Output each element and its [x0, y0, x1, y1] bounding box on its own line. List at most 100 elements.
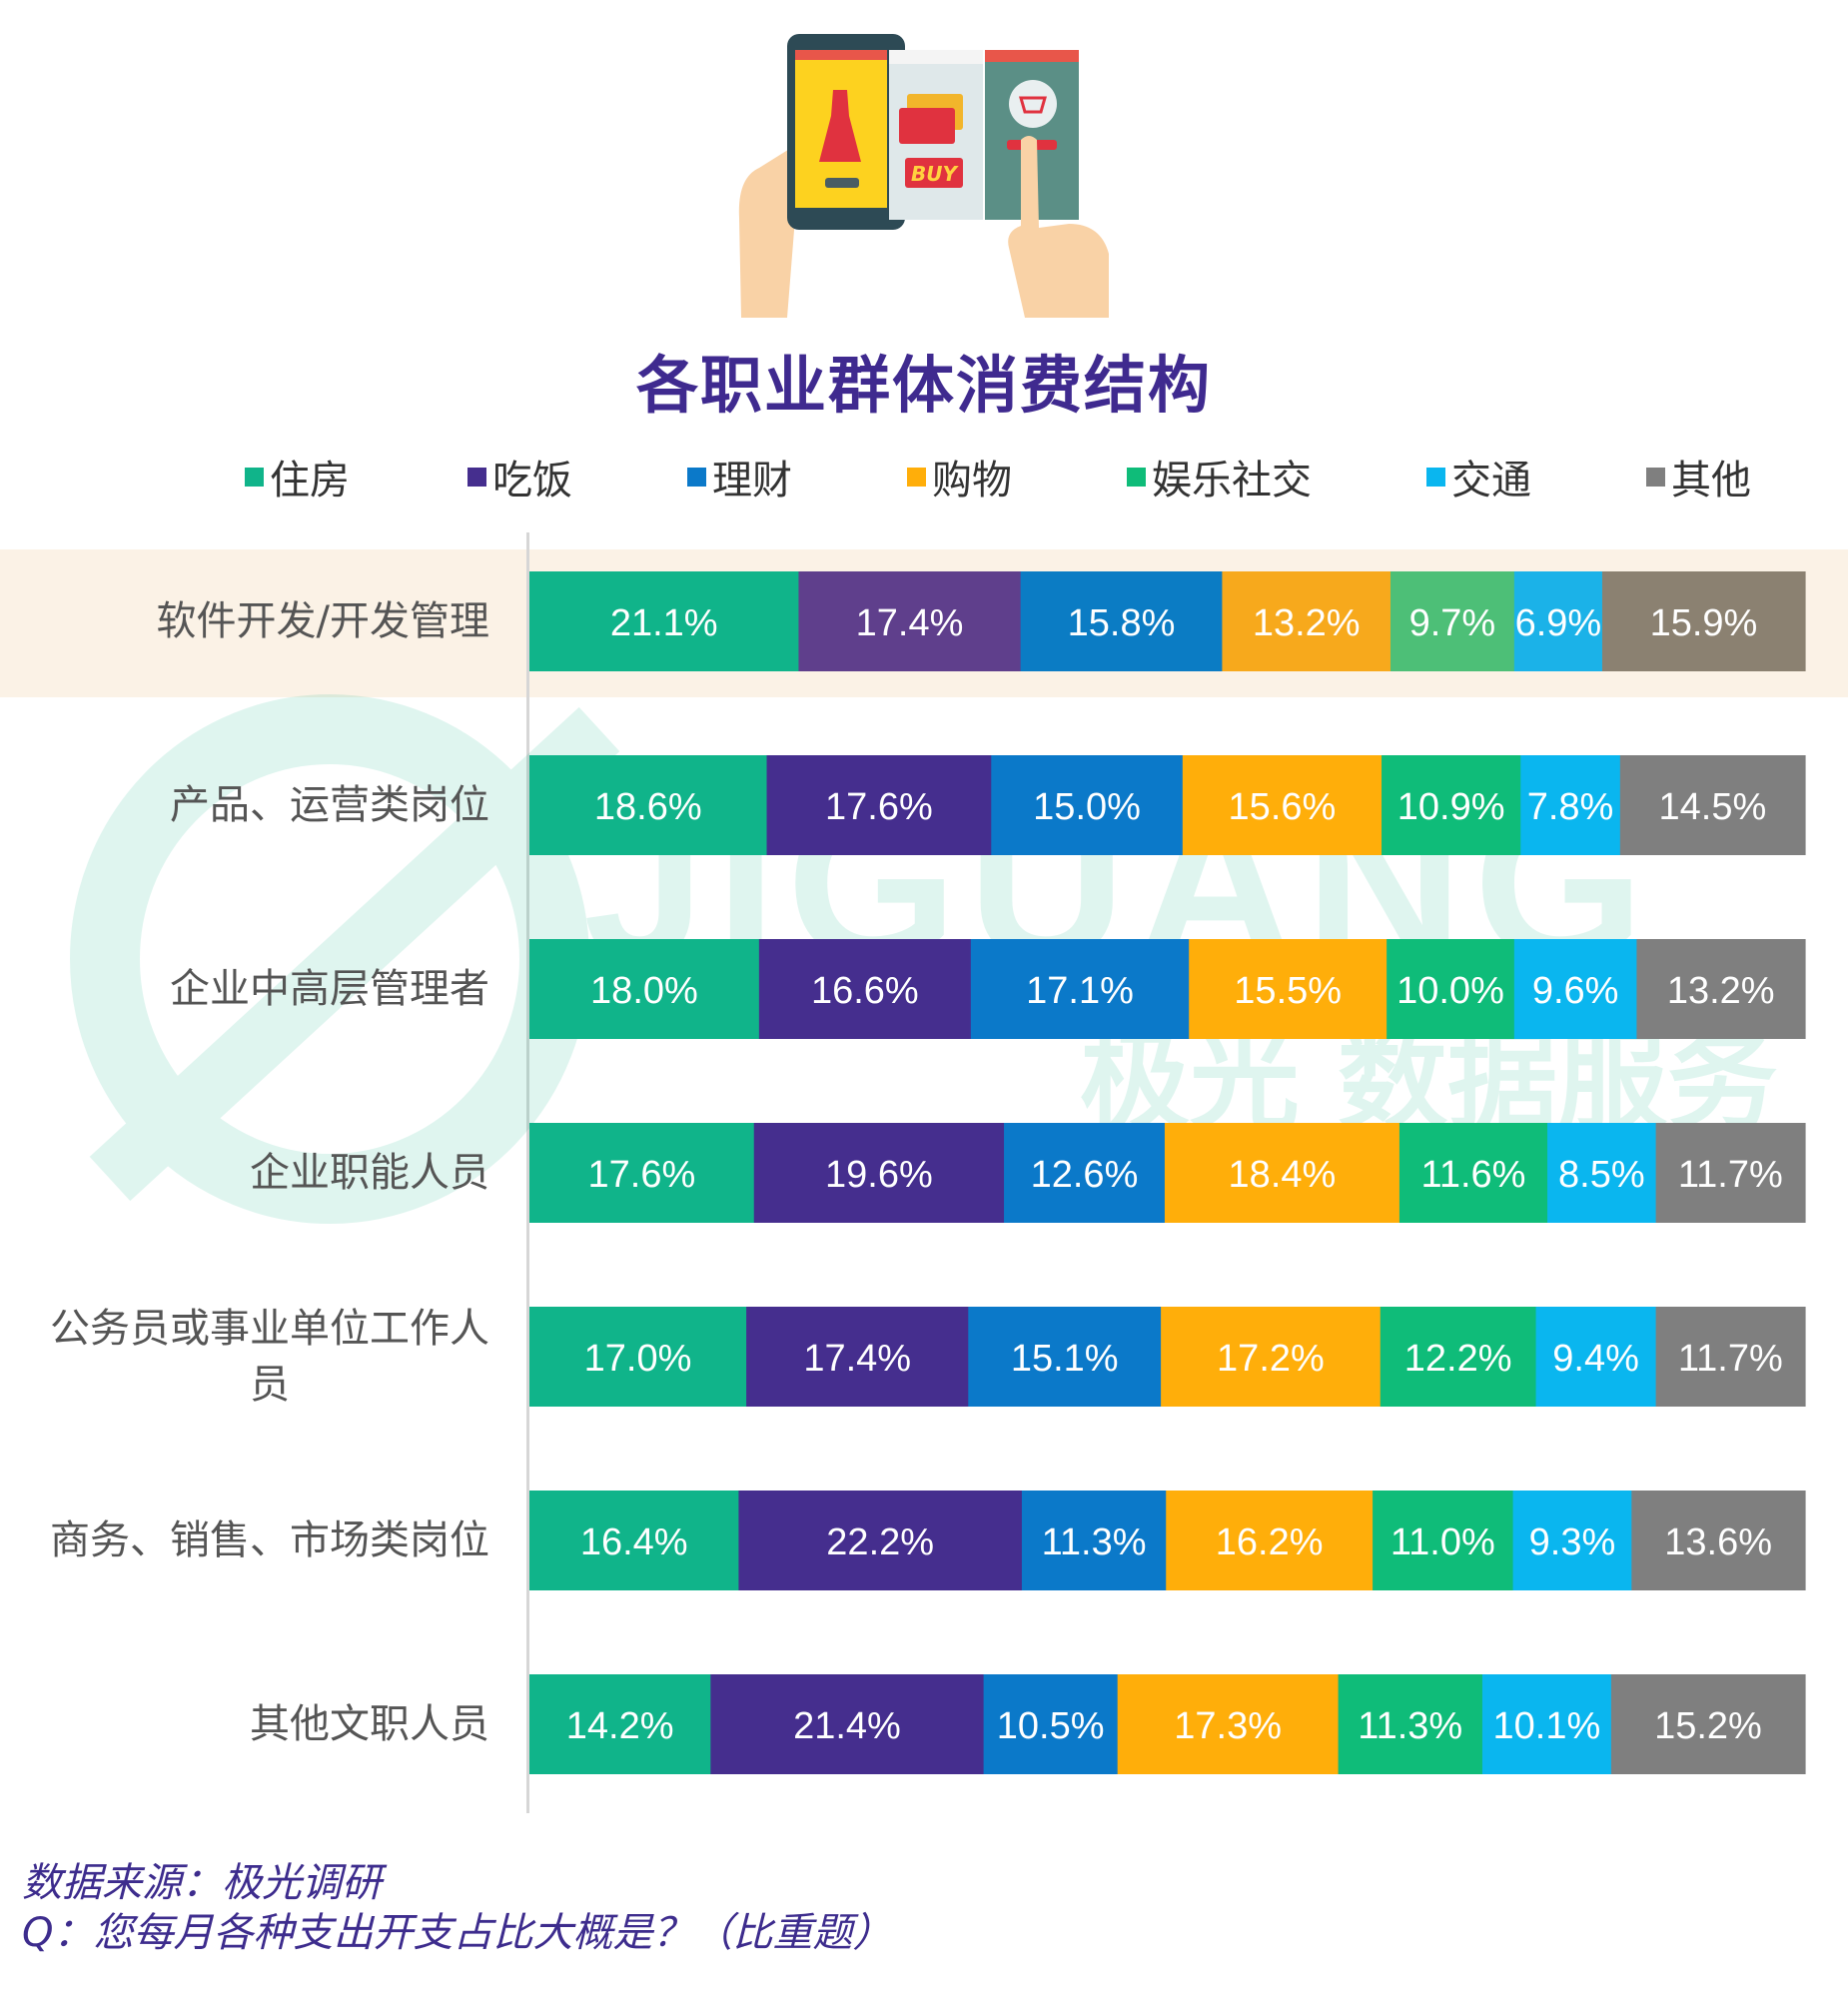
bar-value-label: 17.0%: [584, 1338, 692, 1380]
bar-value-label: 22.2%: [826, 1521, 934, 1563]
bar-value-label: 15.6%: [1229, 786, 1337, 828]
bar-segment: [1182, 755, 1383, 855]
source-note: 数据来源：极光调研: [22, 1860, 382, 1906]
bar-segment: [983, 1674, 1119, 1774]
bar-value-label: 12.6%: [1031, 1154, 1139, 1196]
bar-value-label: 10.5%: [997, 1705, 1105, 1747]
bar-segment: [1166, 1491, 1374, 1590]
bar-segment: [1338, 1674, 1483, 1774]
bar-value-label: 11.3%: [1358, 1705, 1462, 1747]
bar-value-label: 16.4%: [580, 1521, 688, 1563]
legend-label: 吃饭: [492, 458, 572, 503]
legend-label: 购物: [932, 458, 1012, 503]
bar-value-label: 15.8%: [1068, 602, 1176, 644]
category-label: 企业职能人员: [250, 1150, 489, 1196]
bar-segment: [1655, 1123, 1806, 1223]
bar-segment: [746, 1307, 969, 1407]
legend-swatch: [907, 467, 926, 487]
bar-segment: [1373, 1491, 1514, 1590]
bar-segment: [529, 1491, 740, 1590]
bar-segment: [529, 755, 768, 855]
bar-segment: [1535, 1307, 1657, 1407]
legend-item: 其他: [1646, 448, 1751, 505]
bar-segment: [1636, 939, 1806, 1039]
bar-value-label: 13.6%: [1664, 1521, 1772, 1563]
legend-swatch: [687, 467, 706, 487]
bar-value-label: 15.0%: [1033, 786, 1141, 828]
bar-segment: [738, 1491, 1023, 1590]
bar-segment: [1513, 571, 1603, 671]
bar-value-label: 10.0%: [1396, 970, 1504, 1012]
bar-segment: [529, 939, 760, 1039]
bar-segment: [1004, 1123, 1166, 1223]
category-label: 企业中高层管理者: [170, 966, 489, 1012]
category-label: 产品、运营类岗位: [170, 782, 489, 828]
axis-line: [526, 532, 529, 1813]
bar-segment: [1389, 571, 1515, 671]
question-note: Q：您每月各种支出开支占比大概是？（比重题）: [22, 1910, 893, 1956]
bar-value-label: 13.2%: [1253, 602, 1361, 644]
legend-item: 购物: [907, 448, 1012, 505]
bar-value-label: 19.6%: [825, 1154, 933, 1196]
bar-value-label: 15.5%: [1234, 970, 1342, 1012]
bar-value-label: 21.4%: [793, 1705, 901, 1747]
legend: 住房 吃饭 理财 购物 娱乐社交 交通 其他: [0, 448, 1848, 507]
legend-swatch: [245, 467, 264, 487]
legend-label: 住房: [270, 458, 350, 503]
bar-segment: [758, 939, 972, 1039]
bar-value-label: 16.2%: [1216, 1521, 1324, 1563]
bar-segment: [1520, 755, 1621, 855]
bar-segment: [1610, 1674, 1806, 1774]
bar-value-label: 6.9%: [1515, 602, 1602, 644]
footer: 数据来源：极光调研 Q：您每月各种支出开支占比大概是？（比重题）: [22, 1858, 892, 1958]
bar-segment: [529, 1307, 747, 1407]
bar-value-label: 12.2%: [1404, 1338, 1512, 1380]
bar-segment: [1382, 755, 1521, 855]
bar-value-label: 11.3%: [1042, 1521, 1147, 1563]
bar-segment: [1380, 1307, 1537, 1407]
bar-segment: [968, 1307, 1162, 1407]
bar-segment: [798, 571, 1022, 671]
bar-value-label: 17.3%: [1174, 1705, 1282, 1747]
legend-item: 吃饭: [467, 448, 572, 505]
bar-segment: [1021, 1491, 1167, 1590]
bar-segment: [529, 571, 800, 671]
bar-value-label: 21.1%: [610, 602, 718, 644]
legend-swatch: [467, 467, 486, 487]
bar-value-label: 8.5%: [1558, 1154, 1645, 1196]
bar-segment: [1601, 571, 1806, 671]
bar-value-label: 14.2%: [566, 1705, 674, 1747]
legend-item: 娱乐社交: [1127, 448, 1312, 505]
bar-value-label: 18.0%: [590, 970, 698, 1012]
bar-segment: [1619, 755, 1806, 855]
legend-label: 娱乐社交: [1152, 458, 1312, 503]
bar-segment: [1481, 1674, 1612, 1774]
bar-value-label: 9.7%: [1409, 602, 1496, 644]
bar-value-label: 13.2%: [1667, 970, 1775, 1012]
bar-value-label: 16.6%: [811, 970, 919, 1012]
bar-segment: [529, 1674, 711, 1774]
legend-label: 交通: [1451, 458, 1531, 503]
legend-swatch: [1426, 467, 1445, 487]
bar-segment: [1020, 571, 1224, 671]
bar-value-label: 14.5%: [1659, 786, 1767, 828]
bar-segment: [766, 755, 992, 855]
bar-value-label: 9.6%: [1532, 970, 1619, 1012]
bar-value-label: 11.6%: [1421, 1154, 1526, 1196]
bar-segment: [1398, 1123, 1548, 1223]
bar-value-label: 17.6%: [588, 1154, 696, 1196]
bar-segment: [1117, 1674, 1340, 1774]
bar-value-label: 7.8%: [1527, 786, 1614, 828]
bar-value-label: 9.3%: [1529, 1521, 1616, 1563]
bar-value-label: 10.1%: [1493, 1705, 1601, 1747]
bar-value-label: 11.0%: [1390, 1521, 1495, 1563]
bar-value-label: 17.4%: [856, 602, 964, 644]
bar-segment: [753, 1123, 1005, 1223]
bar-value-label: 15.9%: [1650, 602, 1758, 644]
bar-value-label: 18.6%: [594, 786, 702, 828]
bar-value-label: 10.9%: [1397, 786, 1505, 828]
legend-item: 交通: [1426, 448, 1531, 505]
category-label: 商务、销售、市场类岗位: [50, 1517, 489, 1563]
bar-segment: [970, 939, 1190, 1039]
bar-segment: [991, 755, 1184, 855]
